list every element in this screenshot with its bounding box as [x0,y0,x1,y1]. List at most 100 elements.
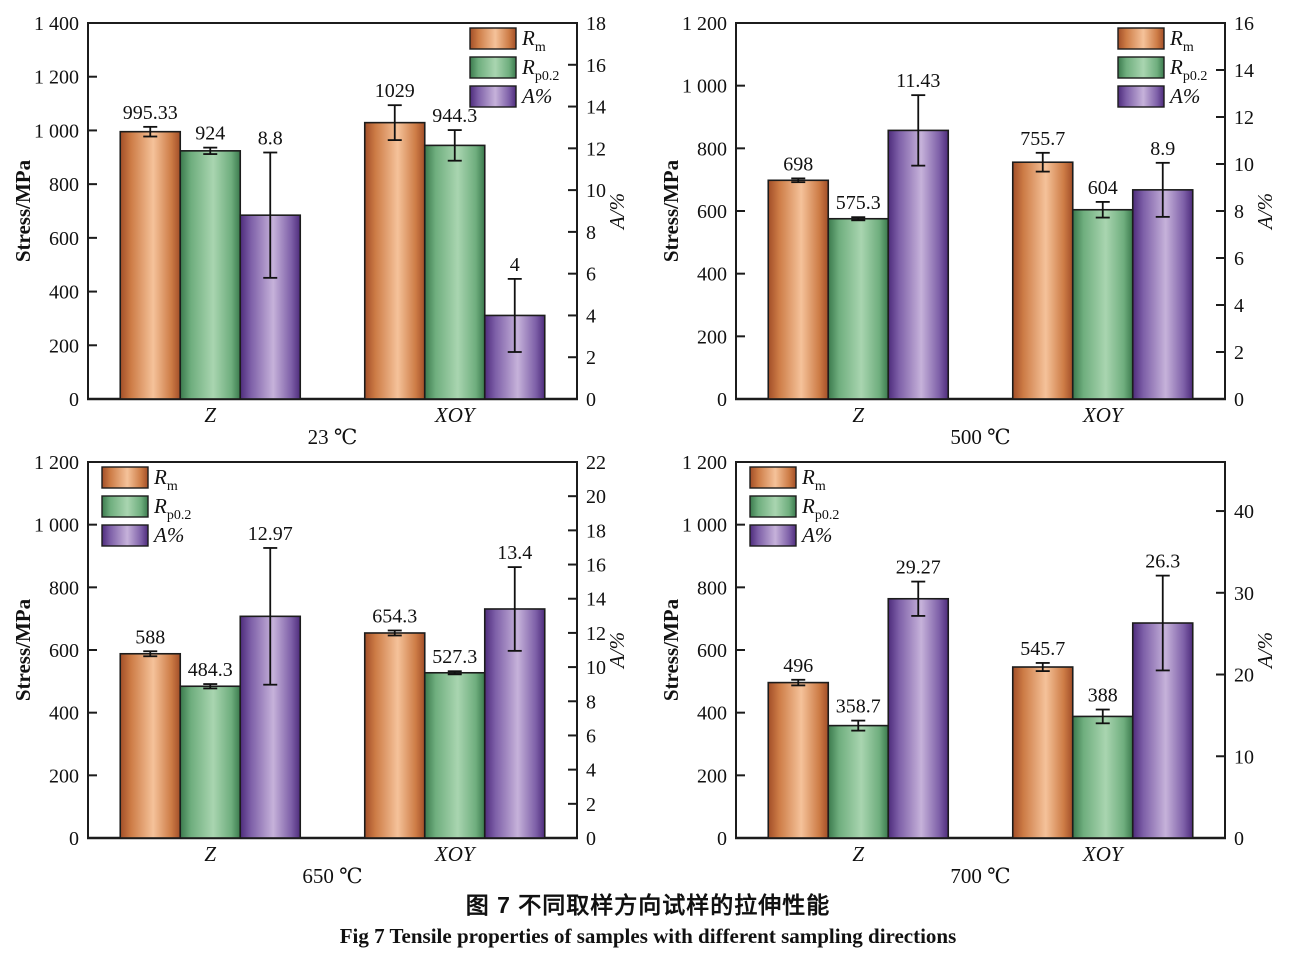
legend-label-rm: Rm [801,465,826,494]
errorbar-rm-z [143,125,158,138]
legend-swatch-rp02 [1117,56,1165,79]
errorbar-apct-z [911,580,926,617]
left-axis-tick-label: 400 [49,703,79,725]
x-axis-title: 23 ℃ [308,425,358,449]
x-category-label: XOY [434,842,477,866]
legend-swatch-apct [749,524,797,547]
right-axis-tick-label: 0 [586,389,596,411]
legend-swatch-apct [469,85,517,108]
bar-rp02-xoy [423,144,486,400]
value-label-rm-z: 496 [783,655,813,677]
left-axis-tick-label: 1 000 [34,515,79,537]
errorbar-rm-xoy [1035,151,1050,173]
chart-500c: 0 200 400 600 800 1 000 1 200 0 2 4 6 8 10 12 14 16 Stre… [659,13,1277,449]
value-label-apct-xoy: 26.3 [1145,551,1180,573]
value-label-rm-xoy: 1029 [375,80,415,102]
x-axis-title: 500 ℃ [950,425,1010,449]
right-axis-tick-label: 10 [1234,154,1254,176]
right-axis-tick-label: 2 [1234,342,1244,364]
left-axis-tick-label: 1 400 [34,13,79,35]
figure-caption-english: Fig 7 Tensile properties of samples with… [339,924,957,948]
chart-23c: 0 200 400 600 800 1 000 1 200 1 400 0 2 4 6 8 10 12 14 1… [11,13,629,449]
bar-apct-z [887,129,950,400]
chart-500c-container: 0 200 400 600 800 1 000 1 200 0 2 4 6 8 10 12 14 16 Stre… [648,3,1296,455]
bar-rp02-z [179,685,242,839]
errorbar-rp02-z [203,146,218,155]
legend-label-apct: A% [520,84,552,108]
left-axis-title: Stress/MPa [659,598,683,701]
left-axis-tick-label: 800 [697,577,727,599]
x-category-label: Z [852,403,864,427]
right-axis-tick-label: 8 [1234,201,1244,223]
errorbar-apct-xoy [507,566,522,652]
right-axis-tick-label: 16 [1234,13,1254,35]
x-axis-title: 700 ℃ [950,864,1010,888]
bar-rm-xoy [1011,666,1074,839]
right-axis-tick-label: 2 [586,347,596,369]
left-axis-tick-label: 0 [69,828,79,850]
right-axis-tick-label: 16 [586,555,606,577]
errorbar-rm-z [143,650,158,658]
value-label-rp02-xoy: 604 [1088,177,1118,199]
value-label-rp02-z: 484.3 [188,659,233,681]
left-axis-tick-label: 400 [49,282,79,304]
legend-label-rp02: Rp0.2 [521,55,559,84]
right-axis-tick-label: 0 [1234,389,1244,411]
bar-rp02-z [827,724,890,839]
right-axis-tick-label: 40 [1234,501,1254,523]
errorbar-rp02-xoy [447,129,462,162]
bar-rp02-xoy [423,671,486,839]
value-label-apct-z: 12.97 [248,523,293,545]
right-axis-tick-label: 6 [1234,248,1244,270]
bar-apct-z [887,597,950,839]
value-label-rm-z: 588 [135,626,165,648]
legend-swatch-rp02 [101,495,149,518]
x-category-label: Z [852,842,864,866]
left-axis-title: Stress/MPa [11,598,35,701]
chart-650c-container: 0 200 400 600 800 1 000 1 200 0 2 4 6 8 10 12 14 16 18 20… [0,442,648,894]
right-axis-tick-label: 16 [586,55,606,77]
right-axis-tick-label: 18 [586,13,606,35]
value-label-apct-z: 29.27 [896,557,941,579]
figure-caption-chinese: 图 7 不同取样方向试样的拉伸性能 [465,892,831,918]
legend-label-rm: Rm [153,465,178,494]
bar-rm-z [119,652,182,839]
right-axis-tick-label: 6 [586,725,596,747]
left-axis-title: Stress/MPa [11,159,35,262]
value-label-rp02-z: 924 [195,123,225,145]
chart-23c-container: 0 200 400 600 800 1 000 1 200 1 400 0 2 4 6 8 10 12 14 1… [0,3,648,455]
x-category-label: XOY [434,403,477,427]
right-axis-tick-label: 12 [1234,107,1254,129]
errorbar-rp02-xoy [1095,201,1110,219]
left-axis-tick-label: 800 [49,174,79,196]
x-category-label: XOY [1082,842,1125,866]
legend-label-apct: A% [800,523,832,547]
errorbar-rm-xoy [387,629,402,637]
value-label-apct-xoy: 8.9 [1150,138,1175,160]
bar-rm-xoy [1011,161,1074,400]
errorbar-apct-xoy [507,277,522,353]
legend-swatch-apct [1117,85,1165,108]
right-axis-tick-label: 12 [586,138,606,160]
left-axis-tick-label: 800 [697,138,727,160]
value-label-rp02-xoy: 527.3 [432,646,477,668]
left-axis-tick-label: 600 [49,640,79,662]
errorbar-apct-xoy [1155,574,1170,672]
left-axis-tick-label: 800 [49,577,79,599]
value-label-rm-xoy: 755.7 [1020,128,1065,150]
errorbar-rm-z [791,678,806,687]
right-axis-tick-label: 4 [1234,295,1244,317]
left-axis-tick-label: 1 000 [682,515,727,537]
right-axis-tick-label: 2 [586,794,596,816]
bar-rm-z [767,179,830,400]
right-axis-title: A/% [605,193,629,231]
right-axis-title: A/% [1253,632,1277,670]
right-axis-tick-label: 22 [586,452,606,474]
legend-label-apct: A% [1168,84,1200,108]
value-label-rm-xoy: 545.7 [1020,638,1065,660]
errorbar-rm-xoy [1035,662,1050,672]
left-axis-tick-label: 600 [697,201,727,223]
legend-swatch-rp02 [469,56,517,79]
